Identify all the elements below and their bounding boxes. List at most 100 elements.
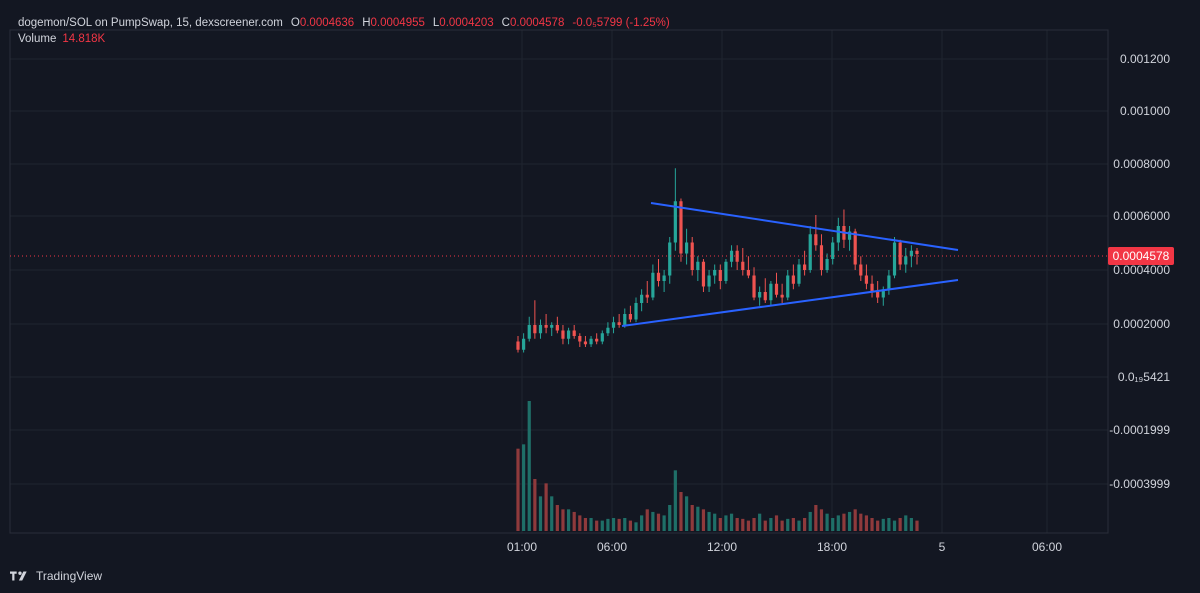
candle-body <box>898 242 902 265</box>
volume-bar <box>735 518 739 531</box>
volume-bar <box>533 479 537 531</box>
candle-body <box>741 261 745 270</box>
volume-bar <box>741 518 745 531</box>
candle-body <box>825 259 829 270</box>
volume-bar <box>516 448 520 531</box>
volume-bar <box>707 511 711 531</box>
candle-body <box>786 275 790 298</box>
candle-body <box>915 250 919 255</box>
candle-body <box>870 283 874 292</box>
candles <box>516 168 919 353</box>
candle-body <box>555 325 559 331</box>
volume-bar <box>842 513 846 531</box>
low-label: L <box>432 17 440 29</box>
open-value: 0.0004636 <box>299 17 355 29</box>
candle-body <box>606 327 610 334</box>
close-value: 0.0004578 <box>509 17 565 29</box>
volume-bar <box>729 513 734 531</box>
volume-bar <box>656 513 661 531</box>
volume-bar <box>814 505 818 531</box>
candle-body <box>583 341 588 345</box>
volume-bar <box>550 496 554 531</box>
volume-bar <box>623 518 627 531</box>
open-label: O <box>290 17 300 29</box>
volume-bar <box>752 518 756 531</box>
candle-body <box>774 283 779 295</box>
volume-bar <box>651 511 655 531</box>
volume-bar <box>887 518 891 531</box>
last-price-label: 0.0004578 <box>1113 249 1170 263</box>
plot-border <box>9 29 1109 534</box>
candle-body <box>718 270 722 281</box>
candle-body <box>662 275 666 281</box>
candle-body <box>791 275 795 284</box>
candle-body <box>797 264 801 284</box>
volume-bar <box>786 518 790 531</box>
volume-bar <box>774 515 779 531</box>
volume-bar <box>718 518 722 531</box>
candle-body <box>651 272 655 298</box>
candle-body <box>887 275 891 290</box>
tradingview-logo-icon <box>10 571 27 581</box>
volume-bar <box>690 505 694 531</box>
volume-bar <box>881 518 885 531</box>
candle-body <box>819 245 824 270</box>
price-axis: 0.001200 0.001000 0.0008000 0.0006000 0.0004… <box>1109 52 1170 491</box>
candle-body <box>656 272 661 281</box>
high-value: 0.0004955 <box>370 17 425 29</box>
volume-bar <box>864 515 869 531</box>
volume-bar <box>819 509 824 531</box>
candle-body <box>808 234 812 270</box>
time-tick-label: 06:00 <box>1032 540 1062 554</box>
volume-bar <box>583 518 588 531</box>
candle-body <box>538 325 543 334</box>
volume-bar <box>870 518 874 531</box>
volume-label[interactable]: Volume <box>18 33 57 45</box>
volume-bar <box>595 520 599 531</box>
volume-bar <box>555 505 559 531</box>
volume-bars <box>516 401 919 531</box>
volume-bar <box>769 518 773 531</box>
candle-body <box>881 289 885 298</box>
candle-body <box>617 322 621 325</box>
volume-bar <box>522 444 526 531</box>
candle-body <box>544 325 548 328</box>
candle-body <box>516 341 520 350</box>
high-label: H <box>362 17 371 29</box>
change-value: -0.0₅5799 (-1.25%) <box>572 17 670 29</box>
candle-body <box>864 275 869 284</box>
volume-bar <box>572 511 576 531</box>
candle-body <box>668 242 672 276</box>
volume-bar <box>791 518 795 531</box>
candle-body <box>611 322 616 328</box>
candle-body <box>533 325 537 334</box>
price-tick-label: 0.001200 <box>1120 52 1170 66</box>
candle-body <box>645 294 649 298</box>
candle-body <box>853 231 857 265</box>
candle-body <box>701 261 706 287</box>
volume-bar <box>892 520 897 531</box>
tradingview-footer[interactable]: TradingView <box>10 569 102 583</box>
candle-body <box>522 338 526 350</box>
candle-body <box>566 330 571 339</box>
volume-bar <box>527 401 531 531</box>
candle-body <box>847 231 852 240</box>
symbol-title[interactable]: dogemon/SOL on PumpSwap, 15, dexscreener… <box>18 17 283 29</box>
candle-body <box>752 275 756 298</box>
price-tick-label: 0.0008000 <box>1113 157 1170 171</box>
volume-bar <box>617 518 621 531</box>
volume-bar <box>578 515 582 531</box>
time-axis: 01:00 06:00 12:00 18:00 5 06:00 <box>507 540 1062 554</box>
volume-bar <box>684 496 689 531</box>
volume-bar <box>701 509 706 531</box>
time-tick-label: 5 <box>939 540 946 554</box>
volume-bar <box>831 518 835 531</box>
volume-bar <box>746 520 751 531</box>
time-tick-label: 12:00 <box>707 540 737 554</box>
candle-body <box>892 242 897 276</box>
volume-bar <box>763 520 767 531</box>
candle-body <box>836 226 840 243</box>
volume-bar <box>847 511 852 531</box>
volume-bar <box>898 518 902 531</box>
